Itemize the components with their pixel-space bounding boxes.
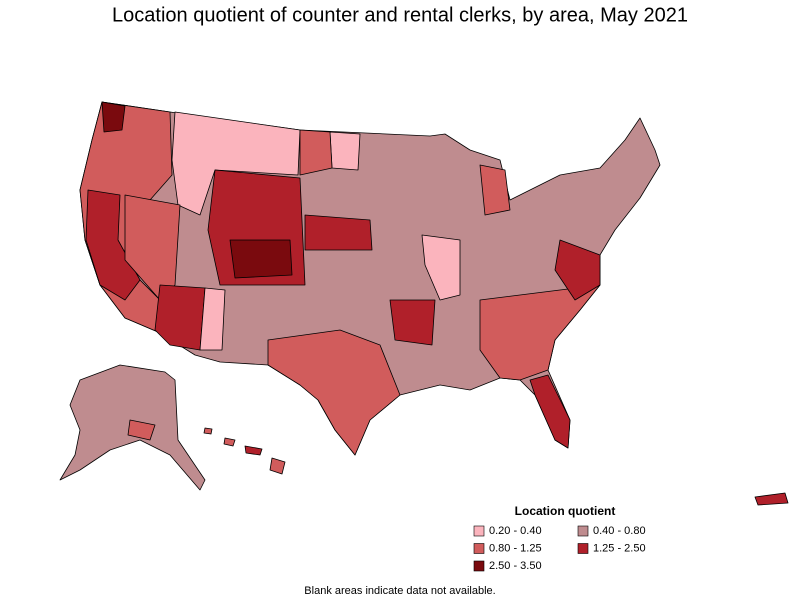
hawaii — [223, 437, 236, 447]
hawaii — [269, 457, 286, 475]
legend-label: 0.40 - 0.80 — [593, 525, 646, 537]
legend-swatch — [473, 560, 485, 572]
map-title: Location quotient of counter and rental … — [112, 4, 688, 26]
region — [229, 239, 293, 279]
puerto-rico — [754, 492, 789, 506]
region — [304, 214, 373, 251]
region — [85, 189, 141, 301]
map — [59, 101, 789, 506]
region — [267, 329, 401, 456]
region — [101, 101, 126, 133]
region — [127, 419, 156, 441]
region — [199, 287, 226, 351]
legend-swatch — [577, 543, 589, 554]
region — [529, 374, 571, 449]
region — [479, 164, 511, 216]
footnote: Blank areas indicate data not available. — [304, 585, 495, 597]
region — [421, 234, 461, 301]
region — [154, 284, 206, 351]
legend-label: 2.50 - 3.50 — [489, 560, 542, 572]
legend-swatch — [473, 525, 485, 537]
legend: Location quotient 0.20 - 0.40 0.40 - 0.80… — [473, 504, 646, 572]
legend-title: Location quotient — [515, 504, 616, 518]
legend-swatch — [577, 525, 589, 537]
region — [299, 129, 333, 176]
legend-label: 0.20 - 0.40 — [489, 525, 542, 537]
region — [389, 299, 436, 346]
legend-label: 0.80 - 1.25 — [489, 542, 542, 554]
legend-label: 1.25 - 2.50 — [593, 542, 646, 554]
region — [329, 131, 361, 171]
hawaii — [244, 445, 263, 456]
legend-swatch — [473, 543, 485, 554]
region — [479, 284, 601, 381]
hawaii — [203, 427, 213, 435]
region — [554, 239, 601, 301]
